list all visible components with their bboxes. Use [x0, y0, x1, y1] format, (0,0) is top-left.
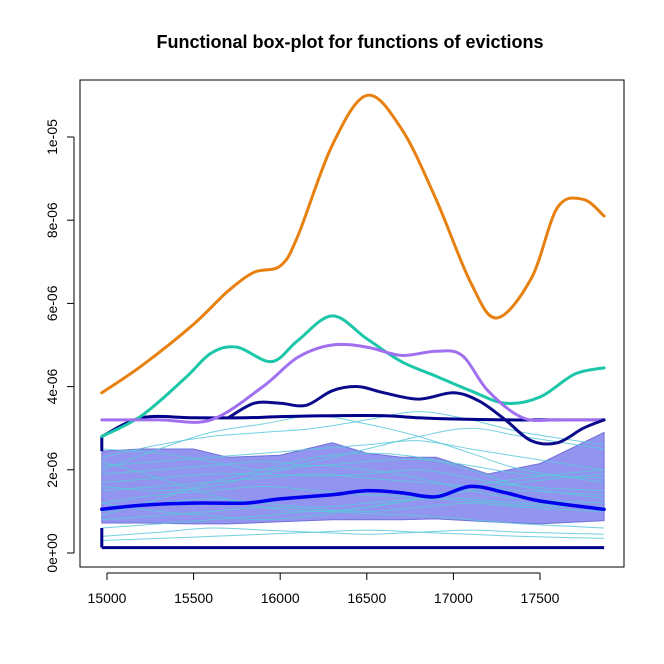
x-tick-label: 16500	[347, 590, 386, 606]
y-tick-label: 1e-05	[44, 119, 60, 155]
y-tick-label: 4e-06	[44, 368, 60, 404]
chart-title: Functional box-plot for functions of evi…	[157, 32, 544, 52]
y-tick-label: 8e-06	[44, 202, 60, 238]
x-tick-label: 17000	[434, 590, 473, 606]
series-outlier-teal	[100, 314, 606, 438]
curve-4	[101, 498, 605, 512]
x-tick-label: 16000	[261, 590, 300, 606]
envelope-upper	[101, 414, 605, 438]
plot-area	[100, 93, 606, 550]
curve-3	[101, 502, 605, 521]
curve-8	[101, 458, 605, 479]
x-axis: 15000 15500 16000 16500 17000 17500	[88, 572, 560, 606]
curve-1	[101, 527, 605, 537]
curve-10	[101, 411, 605, 458]
x-tick-label: 17500	[521, 590, 560, 606]
series-outlier-purple	[100, 342, 606, 424]
plot-frame	[79, 79, 625, 568]
curve-15	[101, 529, 605, 541]
series-outlier-navy	[226, 385, 606, 446]
x-tick-label: 15000	[88, 590, 127, 606]
x-tick-label: 15500	[174, 590, 213, 606]
curve-12	[101, 473, 605, 521]
central-region	[101, 431, 605, 525]
curve-9	[101, 440, 605, 471]
curve-2	[101, 510, 605, 529]
curve-16	[101, 415, 605, 483]
curve-6	[101, 473, 605, 496]
series-median	[100, 484, 606, 512]
curve-17	[101, 464, 605, 504]
y-tick-label: 2e-06	[44, 452, 60, 488]
y-axis: 0e+00 2e-06 4e-06 6e-06 8e-06 1e-05	[44, 119, 75, 573]
y-tick-label: 0e+00	[44, 533, 60, 573]
series-outlier-orange	[100, 93, 606, 395]
curve-13	[101, 461, 605, 512]
y-tick-label: 6e-06	[44, 285, 60, 321]
